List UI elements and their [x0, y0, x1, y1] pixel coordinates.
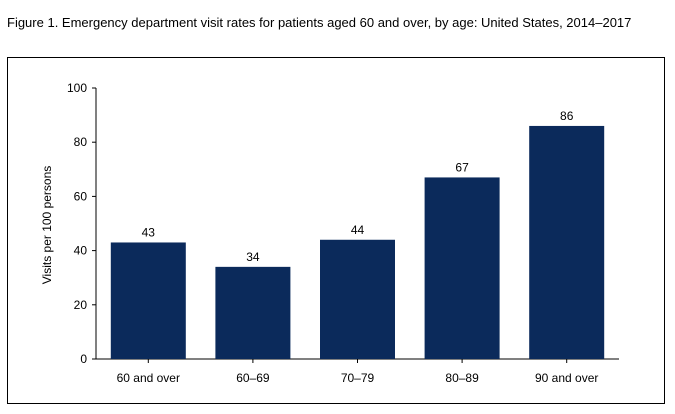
x-tick-label: 60–69: [236, 371, 270, 385]
data-label: 44: [351, 223, 365, 237]
x-tick-label: 70–79: [341, 371, 375, 385]
x-tick-label: 60 and over: [117, 371, 180, 385]
bar: [215, 266, 291, 359]
x-tick-label: 90 and over: [535, 371, 598, 385]
x-tick-label: 80–89: [445, 371, 479, 385]
y-tick-label: 20: [74, 298, 88, 312]
y-tick-label: 40: [74, 244, 88, 258]
bar: [529, 125, 605, 359]
y-axis-label: Visits per 100 persons: [40, 166, 54, 285]
bar: [110, 242, 186, 359]
chart-frame: [7, 57, 665, 404]
bar: [320, 239, 395, 359]
y-tick-label: 100: [67, 81, 87, 95]
data-label: 43: [142, 225, 156, 239]
y-tick-label: 0: [80, 352, 87, 366]
data-label: 86: [560, 109, 574, 123]
data-label: 67: [455, 160, 469, 174]
chart-title: Figure 1. Emergency department visit rat…: [7, 15, 632, 30]
data-label: 34: [246, 250, 260, 264]
y-tick-label: 60: [74, 189, 88, 203]
y-tick-label: 80: [74, 135, 88, 149]
bars: 43 34 44 67 86: [110, 109, 605, 359]
bar: [424, 177, 500, 359]
